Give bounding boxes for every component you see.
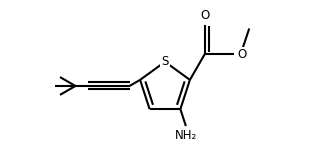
Text: O: O [237, 48, 247, 61]
Text: S: S [161, 55, 169, 68]
Text: NH₂: NH₂ [175, 129, 197, 142]
Text: O: O [200, 9, 209, 22]
